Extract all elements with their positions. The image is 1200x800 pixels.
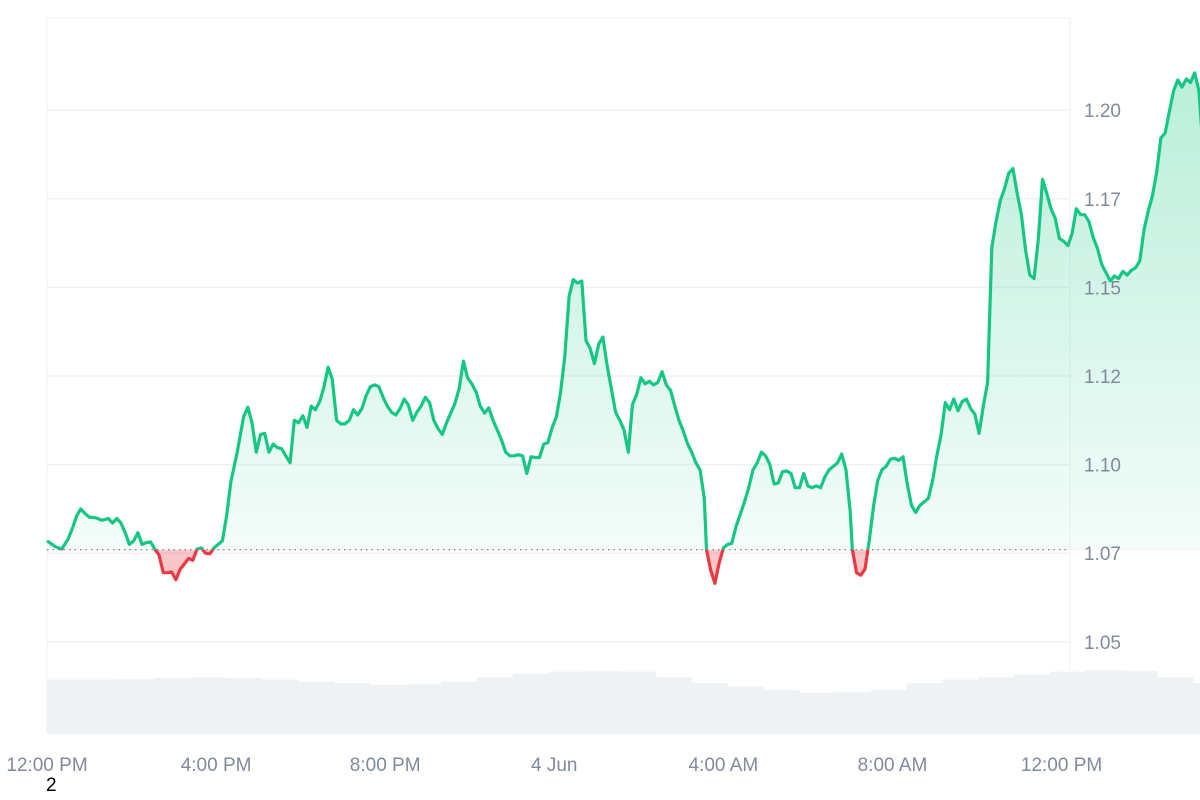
volume-bar	[261, 679, 299, 734]
volume-bar	[691, 683, 728, 734]
volume-bar	[620, 671, 657, 734]
price-area-down	[47, 549, 1200, 584]
volume-bar	[190, 677, 227, 734]
x-tick-label: 8:00 PM	[350, 755, 421, 776]
volume-bar	[226, 677, 263, 734]
volume-bar	[333, 683, 370, 734]
volume-bar	[1121, 670, 1158, 734]
volume-bar	[369, 684, 406, 734]
volume-bar	[1013, 674, 1051, 734]
volume-bar	[548, 671, 585, 734]
volume-bar	[1049, 671, 1087, 734]
volume-bar	[47, 679, 84, 734]
volume-bar	[476, 677, 514, 734]
x-tick-label: 4:00 AM	[689, 755, 759, 776]
y-tick-label: 1.12	[1084, 367, 1121, 388]
y-tick-label: 1.10	[1084, 456, 1121, 477]
footnote-label: 2	[46, 775, 57, 796]
volume-bar	[1157, 677, 1194, 734]
volume-bar	[297, 681, 335, 734]
volume-bar	[763, 690, 800, 734]
x-tick-label: 8:00 AM	[858, 755, 928, 776]
volume-bar	[978, 677, 1015, 734]
x-tick-label: 12:00 PM	[6, 755, 87, 776]
grid	[46, 17, 1071, 734]
volume-bar	[1193, 683, 1200, 734]
volume-bar	[727, 686, 764, 734]
volume-bar	[154, 677, 191, 734]
y-axis: 1.05 1.07 1.10 1.12 1.15 1.17 1.20	[1084, 101, 1121, 654]
x-tick-label: 4 Jun	[531, 755, 577, 776]
x-tick-label: 4:00 PM	[181, 755, 252, 776]
x-tick-label: 12:00 PM	[1021, 755, 1102, 776]
x-axis: 12:00 PM 4:00 PM 8:00 PM 4 Jun 4:00 AM 8:00 A…	[6, 755, 1102, 776]
y-tick-label: 1.17	[1084, 190, 1121, 211]
volume-bar	[82, 679, 120, 734]
volume-bar	[512, 673, 549, 734]
y-tick-label: 1.20	[1084, 101, 1121, 122]
volume-bar	[440, 681, 478, 734]
price-area-up	[47, 72, 1200, 550]
volume-bar	[799, 692, 836, 734]
price-line-up	[46, 71, 1200, 550]
volume-bars	[47, 670, 1200, 734]
volume-bar	[942, 679, 979, 734]
volume-bar	[584, 670, 621, 734]
y-tick-label: 1.05	[1084, 633, 1121, 654]
volume-bar	[1085, 670, 1122, 734]
y-tick-label: 1.15	[1084, 278, 1121, 299]
volume-bar	[118, 679, 155, 734]
volume-bar	[906, 683, 943, 734]
volume-bar	[405, 684, 442, 734]
volume-bar	[870, 690, 908, 734]
volume-bar	[834, 691, 872, 734]
volume-bar	[655, 677, 693, 734]
y-tick-label: 1.07	[1084, 544, 1121, 565]
